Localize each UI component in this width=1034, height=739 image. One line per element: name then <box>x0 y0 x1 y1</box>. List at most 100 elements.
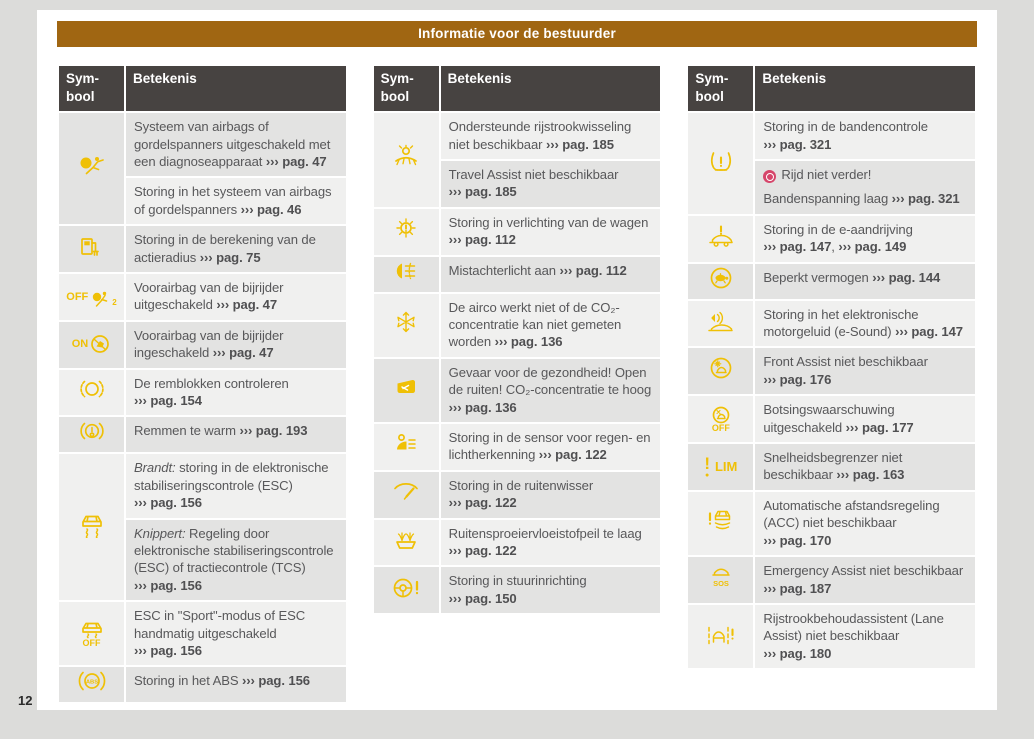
symbol-cell <box>373 208 439 255</box>
meaning-text: De airco werkt niet of de CO₂-concentrat… <box>448 299 622 350</box>
do-not-drive-icon <box>763 170 777 184</box>
table-row: OFF 2 Voorairbag van de bijrijder uitgesch… <box>59 273 346 320</box>
page-reference: ››› pag. 154 <box>134 392 202 408</box>
page-reference: ››› pag. 47 <box>212 345 274 361</box>
meaning-text: storing in de elektronische stabiliserin… <box>134 460 329 493</box>
table-row: ! ● LIM Snelheidsbegrenzer niet beschikbaar… <box>688 444 976 490</box>
meaning-text: Brandt: <box>134 460 176 476</box>
table-row: ABS Storing in het ABS ››› pag. 156 <box>59 667 346 703</box>
symbol-column-header: Sym-bool <box>59 66 124 112</box>
meaning-cell: Botsingswaarschuwing uitgeschakeld ››› p… <box>755 396 976 443</box>
page-reference: ››› pag. 122 <box>538 447 607 463</box>
light-fault-icon <box>391 216 421 242</box>
front-assist-icon <box>706 356 736 382</box>
symbol-cell: ABS <box>59 667 124 703</box>
page-reference: ››› pag. 187 <box>763 580 832 596</box>
symbol-cell: ON <box>59 321 124 368</box>
meaning-cell: Storing in de berekening van de actierad… <box>126 226 346 272</box>
meaning-cell: Rijd niet verder! Bandenspanning laag ›››… <box>755 160 976 214</box>
meaning-cell: Travel Assist niet beschikbaar ››› pag. … <box>440 160 661 207</box>
meaning-text: Snelheidsbegrenzer niet beschikbaar <box>763 450 903 483</box>
reduced-power-icon <box>706 266 736 292</box>
table-row: Gevaar voor de gezondheid! Open de ruite… <box>373 358 661 422</box>
page-reference: ››› pag. 156 <box>242 673 310 689</box>
meaning-text: Gevaar voor de gezondheid! Open de ruite… <box>448 364 652 398</box>
table-row: SOS Emergency Assist niet beschikbaar ›››… <box>688 557 976 603</box>
symbol-cell <box>373 256 439 292</box>
table-row: Remmen te warm ››› pag. 193 <box>59 417 346 453</box>
table-row: Front Assist niet beschikbaar ››› pag. 1… <box>688 348 976 395</box>
meaning-text: Botsingswaarschuwing uitgeschakeld <box>763 402 895 435</box>
rear-fog-icon <box>391 259 421 285</box>
meaning-text: Storing in de e-aandrijving <box>763 221 913 237</box>
speed-limiter-icon: ! ● LIM <box>704 453 738 479</box>
page-reference: ››› pag. 47 <box>216 297 278 313</box>
page-reference: ››› pag. 193 <box>239 423 308 439</box>
meaning-text: Voorairbag van de bijrijder ingeschakeld <box>134 327 284 361</box>
acc-icon <box>706 508 736 534</box>
page-reference: ››› pag. 46 <box>240 201 302 217</box>
page-reference: ››› pag. 176 <box>763 371 832 387</box>
table-row: Storing in de berekening van de actierad… <box>59 226 346 272</box>
symbol-cell <box>373 471 439 518</box>
meaning-cell: Remmen te warm ››› pag. 193 <box>126 417 346 453</box>
table-row: De airco werkt niet of de CO₂-concentrat… <box>373 293 661 357</box>
page-reference: ››› pag. 75 <box>199 249 261 265</box>
meaning-column-header: Betekenis <box>440 66 661 112</box>
page-number: 12 <box>18 693 33 708</box>
washer-fluid-icon <box>391 527 421 553</box>
tables: Sym-bool Betekenis Systeem van airbags of … <box>57 64 977 704</box>
meaning-cell: Storing in de sensor voor regen- en lich… <box>440 423 661 470</box>
rain-light-sensor-icon <box>391 431 421 457</box>
meaning-text: Voorairbag van de bijrijder uitgeschakel… <box>134 279 284 313</box>
symbol-cell: SOS <box>688 557 754 603</box>
meaning-cell: Ondersteunde rijstrookwisseling niet bes… <box>440 113 661 159</box>
symbol-cell <box>373 519 439 566</box>
esc-off-icon: OFF <box>77 620 107 648</box>
e-sound-icon <box>705 309 736 333</box>
symbol-table: Sym-bool Betekenis Storing in de bandencon… <box>686 64 977 670</box>
table-header-row: Sym-bool Betekenis <box>688 66 976 112</box>
symbol-cell: ! ● LIM <box>688 444 754 490</box>
meaning-cell: Storing in de bandencontrole ››› pag. 32… <box>755 113 976 159</box>
page-reference: ››› pag. 149 <box>838 239 907 255</box>
table-row: Storing in verlichting van de wagen ››› … <box>373 208 661 255</box>
page-reference: ››› pag. 136 <box>494 334 563 350</box>
emergency-assist-icon: SOS <box>706 565 736 591</box>
symbol-cell: OFF 2 <box>59 273 124 320</box>
meaning-cell: Gevaar voor de gezondheid! Open de ruite… <box>440 358 661 422</box>
symbol-cell <box>59 417 124 453</box>
abs-icon: ABS <box>77 669 107 695</box>
symbol-cell: OFF <box>59 602 124 666</box>
page-reference: ››› pag. 112 <box>448 232 516 248</box>
symbol-cell <box>688 604 754 669</box>
meaning-text: Rijstrookbehoudassistent (Lane Assist) n… <box>763 610 944 644</box>
table-row: Rijd niet verder! Bandenspanning laag ›››… <box>688 160 976 214</box>
meaning-text: Ondersteunde rijstrookwisseling niet bes… <box>448 119 632 152</box>
table-row: OFF ESC in "Sport"-modus of ESC handmatig… <box>59 602 346 666</box>
symbol-cell <box>688 491 754 556</box>
meaning-text: Storing in de berekening van de actierad… <box>134 232 316 265</box>
range-calculation-icon <box>77 234 107 260</box>
symbol-cell <box>373 358 439 422</box>
table-row: Knippert: Regeling door elektronische st… <box>59 519 346 601</box>
symbol-column-header: Sym-bool <box>688 66 754 112</box>
meaning-column-header: Betekenis <box>755 66 976 112</box>
symbol-cell <box>59 369 124 416</box>
meaning-cell: Knippert: Regeling door elektronische st… <box>126 519 346 601</box>
table-row: Systeem van airbags of gordelspanners ui… <box>59 113 346 225</box>
table-row: Storing in de ruitenwisser ››› pag. 122 <box>373 471 661 518</box>
page-reference: ››› pag. 150 <box>448 590 517 606</box>
meaning-cell: Rijstrookbehoudassistent (Lane Assist) n… <box>755 604 976 669</box>
meaning-text: Emergency Assist niet beschikbaar <box>763 563 964 579</box>
meaning-text: Regeling door elektronische stabiliserin… <box>134 525 334 576</box>
table-row: Storing in de e-aandrijving ››› pag. 147… <box>688 215 976 262</box>
table-row: Rijstrookbehoudassistent (Lane Assist) n… <box>688 604 976 669</box>
lane-change-assist-icon <box>391 144 421 170</box>
table-header-row: Sym-bool Betekenis <box>373 66 661 112</box>
meaning-text: Storing in verlichting van de wagen <box>448 214 649 230</box>
meaning-cell: Storing in het systeem van airbags of go… <box>126 178 346 225</box>
meaning-cell: De airco werkt niet of de CO₂-concentrat… <box>440 293 661 357</box>
meaning-cell: Emergency Assist niet beschikbaar ››› pa… <box>755 557 976 603</box>
page-reference: ››› pag. 122 <box>448 543 517 558</box>
